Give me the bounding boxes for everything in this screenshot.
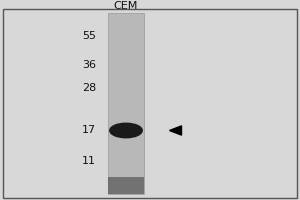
- Text: CEM: CEM: [114, 1, 138, 11]
- Ellipse shape: [110, 123, 142, 138]
- Text: 28: 28: [82, 83, 96, 93]
- Bar: [108, 177, 144, 194]
- Bar: [108, 13, 144, 194]
- Text: 55: 55: [82, 31, 96, 41]
- Text: 11: 11: [82, 156, 96, 166]
- Text: 17: 17: [82, 125, 96, 135]
- Polygon shape: [169, 126, 181, 135]
- Text: 36: 36: [82, 60, 96, 70]
